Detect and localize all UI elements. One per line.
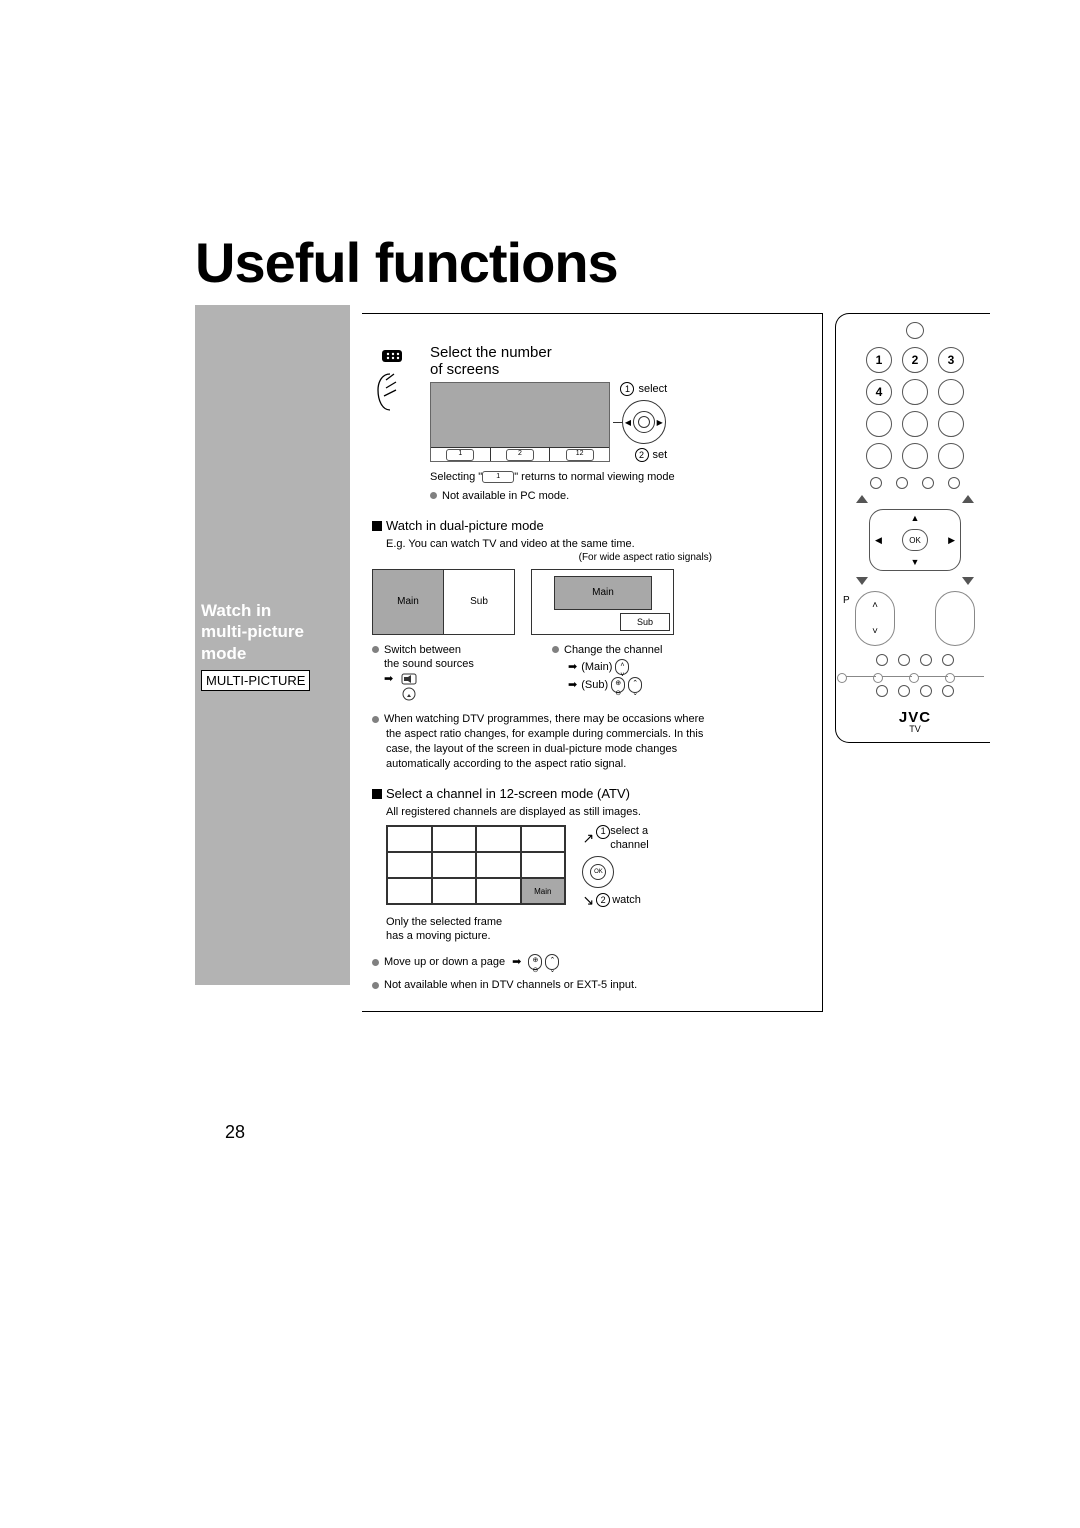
remote-numpad: 1 2 3 4: [866, 347, 964, 469]
sidebar-l2: multi-picture: [201, 622, 304, 641]
wide-note: (For wide aspect ratio signals): [372, 552, 712, 563]
content-row: Watch in multi-picture mode MULTI-PICTUR…: [195, 313, 990, 1012]
nav-disk-icon: OK: [582, 856, 614, 888]
dual-normal: Main Sub: [372, 569, 515, 635]
screen-preview: 1 2 12: [430, 382, 610, 462]
remote-btn[interactable]: 3: [938, 347, 964, 373]
channel-icons: ˄˅: [615, 659, 629, 675]
multi-picture-button[interactable]: MULTI-PICTURE: [201, 670, 310, 691]
remote-btn[interactable]: [938, 379, 964, 405]
remote-btn[interactable]: [866, 411, 892, 437]
page-number: 28: [225, 1122, 990, 1143]
sound-button-icon: [400, 672, 418, 702]
section3-heading: Select a channel in 12-screen mode (ATV): [372, 786, 712, 801]
step-label: set: [653, 449, 668, 461]
footer-cell: 12: [550, 448, 609, 461]
remote-btn[interactable]: [902, 443, 928, 469]
section3-sub: All registered channels are displayed as…: [386, 805, 712, 820]
remote-column: 1 2 3 4 ▲ ▼ ◀: [835, 313, 990, 1012]
left-sidebar: Watch in multi-picture mode MULTI-PICTUR…: [195, 313, 350, 1012]
dual-wide-sub: Sub: [620, 613, 670, 631]
section2-sub: E.g. You can watch TV and video at the s…: [386, 537, 712, 552]
section2-heading: Watch in dual-picture mode: [372, 518, 712, 533]
remote-nav[interactable]: ▲ ▼ ◀ ▶ OK: [869, 509, 961, 571]
remote-btn[interactable]: 2: [902, 347, 928, 373]
dual-controls: Switch between the sound sources ➡ Chang…: [372, 643, 712, 703]
footer-cell: 2: [491, 448, 551, 461]
footer-cell: 1: [431, 448, 491, 461]
dual-wide: Main Sub: [531, 569, 674, 635]
section-select-screens: Select the number of screens 1 2 12: [372, 332, 712, 504]
screen-footer: 1 2 12: [431, 447, 609, 461]
dtv-note: When watching DTV programmes, there may …: [372, 712, 712, 771]
channel-rocker[interactable]: ˄˅: [855, 591, 895, 646]
dual-sub: Sub: [444, 570, 514, 634]
sidebar-l3: mode: [201, 644, 246, 663]
remote-icon: [378, 350, 406, 370]
channel-icons: ⊕⊖⌃⌄: [611, 677, 642, 693]
step-label: select: [638, 383, 667, 395]
sidebar-heading: Watch in multi-picture mode: [195, 598, 350, 668]
step-num: 1: [620, 382, 634, 396]
section1-heading: Select the number of screens: [430, 344, 675, 378]
hand-icon: [372, 370, 408, 414]
grid-12: Main: [386, 825, 566, 905]
sidebar-l1: Watch in: [201, 601, 271, 620]
grid12-controls: ↗ 1select achannel OK ↘2watch: [582, 825, 648, 908]
manual-page: Useful functions Watch in multi-picture …: [0, 0, 1080, 1528]
remote-btn[interactable]: [902, 411, 928, 437]
remote-diagram: 1 2 3 4 ▲ ▼ ◀: [835, 313, 990, 743]
page-title: Useful functions: [195, 230, 990, 295]
nav-cluster: 1 select ◀ ▶ 2 set: [620, 382, 667, 462]
content-box: Select the number of screens 1 2 12: [362, 313, 823, 1012]
dual-main: Main: [373, 570, 444, 634]
remote-btn[interactable]: 4: [866, 379, 892, 405]
pc-note: Not available in PC mode.: [430, 489, 675, 504]
remote-btn[interactable]: [938, 411, 964, 437]
selecting-note: Selecting "1" returns to normal viewing …: [430, 470, 675, 485]
p-label: P: [843, 595, 850, 606]
move-page: Move up or down a page ➡ ⊕⊖⌃⌄: [372, 954, 712, 970]
power-icon: [906, 322, 924, 339]
remote-btn[interactable]: [938, 443, 964, 469]
dual-diagram: Main Sub Main Sub: [372, 569, 712, 635]
not-avail-note: Not available when in DTV channels or EX…: [372, 978, 712, 993]
nav-disk-icon: ◀ ▶: [622, 400, 666, 444]
brand-sublabel: TV: [909, 724, 921, 734]
only-frame-note: Only the selected framehas a moving pict…: [386, 915, 712, 945]
remote-btn[interactable]: [902, 379, 928, 405]
dual-wide-main: Main: [554, 576, 652, 610]
remote-btn[interactable]: [866, 443, 892, 469]
step-num: 2: [635, 448, 649, 462]
ok-button[interactable]: OK: [902, 529, 928, 551]
volume-rocker[interactable]: [935, 591, 975, 646]
hand-icon-box: [372, 332, 422, 419]
remote-btn[interactable]: 1: [866, 347, 892, 373]
